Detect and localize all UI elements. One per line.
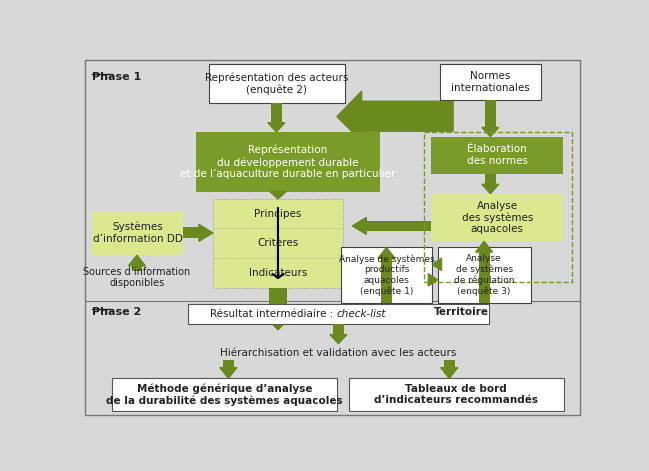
Text: Représentation des acteurs
(enquête 2): Représentation des acteurs (enquête 2) bbox=[205, 72, 349, 95]
Bar bbox=[485, 100, 496, 127]
Text: Analyse
des systèmes
aquacoles: Analyse des systèmes aquacoles bbox=[461, 201, 533, 235]
Text: Hiérarchisation et validation avec les acteurs: Hiérarchisation et validation avec les a… bbox=[220, 348, 457, 358]
Polygon shape bbox=[482, 184, 499, 194]
Bar bbox=[437, 247, 531, 303]
Polygon shape bbox=[269, 191, 286, 199]
Bar bbox=[188, 304, 489, 325]
Text: Élaboration
des normes: Élaboration des normes bbox=[467, 144, 528, 166]
Text: Méthode générique d’analyse
de la durabilité des systèmes aquacoles: Méthode générique d’analyse de la durabi… bbox=[106, 383, 343, 406]
Text: Analyse de systèmes
productifs
aquacoles
(enquête 1): Analyse de systèmes productifs aquacoles… bbox=[339, 254, 434, 296]
Bar bbox=[269, 287, 286, 316]
Polygon shape bbox=[330, 334, 347, 344]
Bar bbox=[132, 266, 142, 270]
Bar bbox=[440, 64, 541, 100]
Polygon shape bbox=[432, 258, 441, 270]
Bar bbox=[432, 194, 563, 241]
Polygon shape bbox=[220, 367, 237, 378]
Text: Territoire: Territoire bbox=[434, 307, 489, 317]
Bar bbox=[424, 132, 572, 282]
Polygon shape bbox=[352, 218, 366, 235]
Bar bbox=[213, 199, 343, 287]
Bar bbox=[485, 173, 496, 184]
Text: Principes: Principes bbox=[254, 209, 302, 219]
Polygon shape bbox=[129, 255, 145, 266]
Polygon shape bbox=[441, 367, 458, 378]
Polygon shape bbox=[476, 241, 493, 252]
Bar bbox=[271, 103, 282, 123]
Polygon shape bbox=[482, 127, 499, 137]
Bar bbox=[209, 64, 345, 103]
Bar bbox=[184, 227, 199, 238]
Bar bbox=[479, 252, 489, 303]
Text: Indicateurs: Indicateurs bbox=[249, 268, 307, 278]
Bar bbox=[333, 325, 344, 334]
Polygon shape bbox=[378, 247, 395, 258]
Bar bbox=[341, 247, 432, 303]
Text: check-list: check-list bbox=[337, 309, 386, 319]
Polygon shape bbox=[337, 91, 453, 141]
Bar bbox=[366, 220, 432, 231]
Text: Phase 1: Phase 1 bbox=[92, 72, 141, 82]
Text: Critères: Critères bbox=[258, 238, 299, 248]
Bar bbox=[112, 378, 337, 411]
Text: Analyse
de systèmes
de régulation
(enquête 3): Analyse de systèmes de régulation (enquê… bbox=[454, 254, 515, 296]
Bar bbox=[444, 360, 455, 367]
Polygon shape bbox=[428, 274, 437, 286]
Bar bbox=[381, 258, 392, 303]
Text: Normes
internationales: Normes internationales bbox=[451, 71, 530, 93]
Text: Systèmes
d’information DD: Systèmes d’information DD bbox=[93, 222, 182, 244]
Bar bbox=[437, 260, 441, 268]
Bar bbox=[432, 137, 563, 173]
Polygon shape bbox=[268, 123, 285, 132]
Text: Représentation
du développement durable
et de l’aquaculture durable en particuli: Représentation du développement durable … bbox=[180, 145, 396, 179]
Bar bbox=[349, 378, 564, 411]
Text: Sources d’information
disponibles: Sources d’information disponibles bbox=[83, 267, 191, 288]
Polygon shape bbox=[265, 316, 291, 330]
Text: Tableaux de bord
d’indicateurs recommandés: Tableaux de bord d’indicateurs recommand… bbox=[374, 384, 538, 406]
Bar bbox=[92, 211, 184, 255]
Bar bbox=[223, 360, 234, 367]
Bar bbox=[273, 191, 284, 192]
Polygon shape bbox=[199, 224, 213, 241]
Bar bbox=[428, 276, 432, 284]
Text: Phase 2: Phase 2 bbox=[92, 307, 141, 317]
Bar bbox=[196, 132, 380, 192]
Text: Résultat intermédiaire :: Résultat intermédiaire : bbox=[210, 309, 337, 319]
